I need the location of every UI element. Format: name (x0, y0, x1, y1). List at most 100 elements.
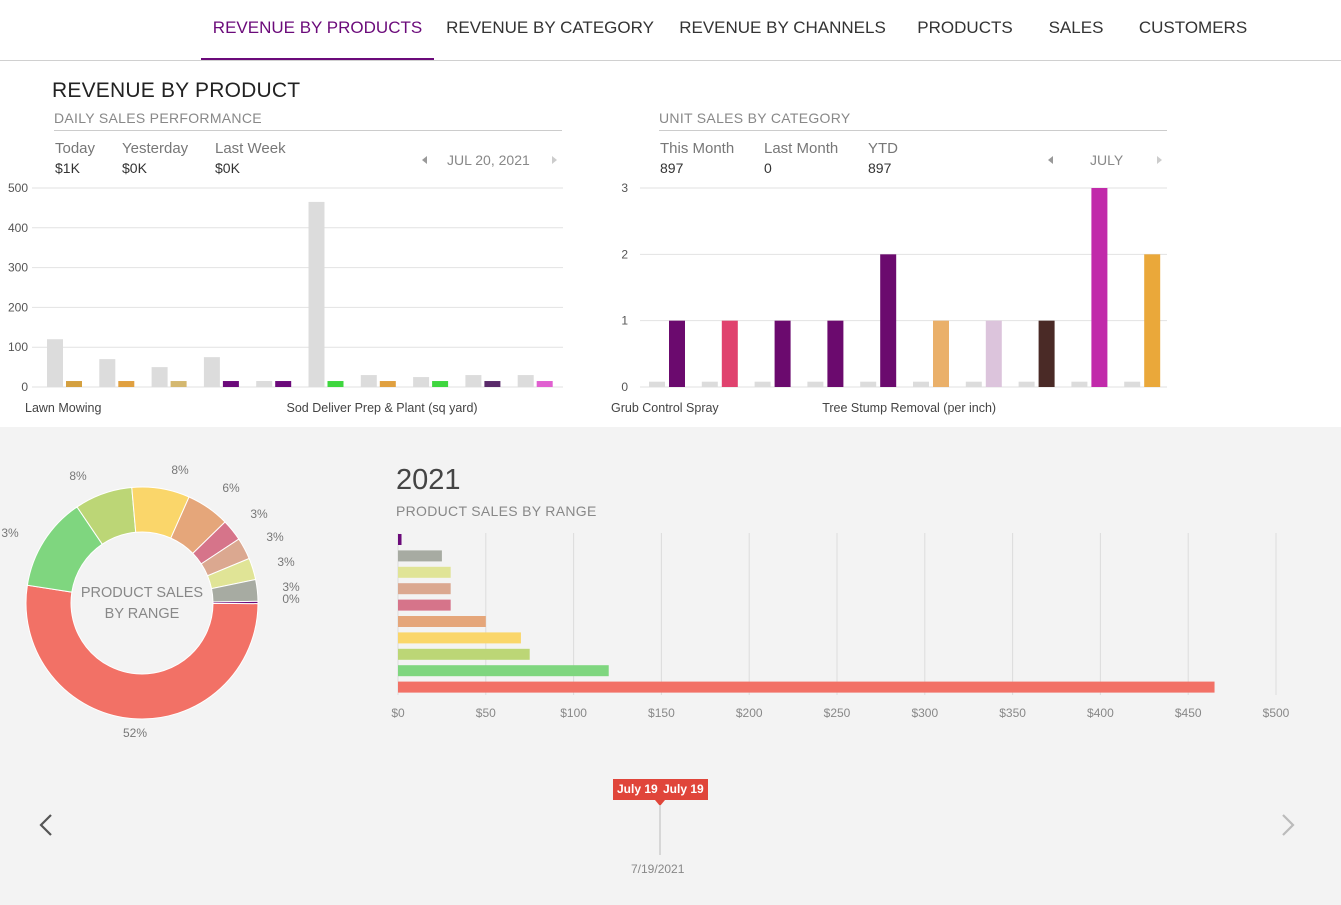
x-axis-label: Tree Stump Removal (per inch) (822, 401, 996, 415)
tab-products[interactable]: PRODUCTS (917, 18, 1013, 37)
unit-sales-subtitle: UNIT SALES BY CATEGORY (659, 110, 851, 126)
slice-label: 0% (282, 592, 300, 606)
slice-label: 8% (69, 469, 87, 483)
bar-previous (754, 381, 771, 387)
prev-day-icon[interactable] (422, 156, 427, 164)
slice-label: 3% (250, 507, 268, 521)
next-month-icon[interactable] (1157, 156, 1162, 164)
bar-previous (413, 377, 430, 387)
stat-today-value: $1K (55, 160, 80, 176)
y-tick-label: 1 (621, 314, 628, 328)
bar-current (484, 381, 501, 387)
range-bar (398, 665, 609, 677)
bar-previous (308, 201, 325, 387)
bar-previous (701, 381, 718, 387)
x-tick-label: $350 (999, 706, 1026, 720)
stat-this-month-value: 897 (660, 160, 684, 176)
month-pager-label: JULY (1090, 152, 1124, 168)
timeline-start-label[interactable]: July 19 (613, 779, 662, 800)
bar-current (432, 381, 449, 387)
prev-period-button[interactable] (36, 812, 56, 843)
bar-current (721, 320, 738, 387)
tab-revenue-by-channels[interactable]: REVENUE BY CHANNELS (679, 18, 886, 37)
range-bar (398, 566, 451, 578)
bar-current (880, 254, 897, 387)
y-tick-label: 200 (8, 300, 28, 314)
prev-month-icon[interactable] (1048, 156, 1053, 164)
bar-current (669, 320, 685, 387)
range-bar (398, 681, 1215, 693)
stat-last-week-label: Last Week (215, 140, 286, 157)
range-bar (398, 599, 451, 611)
bar-previous (151, 367, 168, 387)
bar-previous (913, 381, 929, 387)
tab-sales[interactable]: SALES (1048, 18, 1104, 37)
bar-current (774, 320, 791, 387)
chevron-left-icon (39, 814, 52, 836)
bar-previous (965, 381, 982, 387)
bar-previous (465, 375, 482, 387)
year-title: 2021 (396, 464, 461, 496)
slice-label: 52% (123, 726, 147, 740)
donut-center-label: BY RANGE (105, 606, 180, 622)
donut-slice (212, 600, 259, 605)
range-bar (398, 648, 530, 660)
bar-previous (649, 381, 665, 387)
bar-previous (517, 375, 534, 387)
x-tick-label: $300 (911, 706, 938, 720)
bar-current (1038, 320, 1055, 387)
daily-sales-subtitle: DAILY SALES PERFORMANCE (54, 110, 262, 126)
x-axis-label: Lawn Mowing (25, 401, 101, 415)
bar-current (985, 320, 1002, 387)
unit-sales-chart: 0 1 2 3 Grub Control Spray Tree Stump Removal… (611, 181, 1167, 415)
stat-ytd-label: YTD (868, 140, 898, 157)
slice-label: 3% (282, 580, 300, 594)
stat-yesterday-value: $0K (122, 160, 147, 176)
next-period-button[interactable] (1278, 812, 1298, 843)
x-tick-label: $250 (824, 706, 851, 720)
y-tick-label: 0 (21, 380, 28, 394)
bar-previous (360, 375, 377, 387)
x-tick-label: $0 (391, 706, 405, 720)
next-day-icon[interactable] (552, 156, 557, 164)
range-subtitle: PRODUCT SALES BY RANGE (396, 503, 597, 519)
x-tick-label: $200 (736, 706, 763, 720)
y-tick-label: 0 (621, 380, 628, 394)
top-nav: REVENUE BY PRODUCTS REVENUE BY CATEGORY … (0, 0, 1341, 61)
bar-previous (256, 381, 273, 387)
x-tick-label: $500 (1263, 706, 1290, 720)
x-axis-label: Sod Deliver Prep & Plant (sq yard) (287, 401, 478, 415)
timeline-marker[interactable] (650, 800, 670, 860)
divider (54, 130, 562, 131)
donut-center-label: PRODUCT SALES (81, 585, 203, 601)
y-tick-label: 400 (8, 221, 28, 235)
timeline-end-label[interactable]: July 19 (659, 779, 708, 800)
bar-current (933, 320, 949, 387)
bar-current (66, 381, 82, 387)
slice-label: 8% (171, 463, 189, 477)
range-bar (398, 616, 486, 627)
y-tick-label: 2 (621, 247, 628, 261)
bar-previous (860, 381, 877, 387)
bar-previous (203, 357, 220, 387)
slice-label: 3% (266, 530, 284, 544)
y-tick-label: 100 (8, 340, 28, 354)
page-title: REVENUE BY PRODUCT (52, 79, 301, 102)
range-bar (398, 550, 442, 562)
tab-customers[interactable]: CUSTOMERS (1138, 18, 1248, 37)
tab-revenue-by-category[interactable]: REVENUE BY CATEGORY (446, 18, 654, 37)
y-tick-label: 300 (8, 261, 28, 275)
bar-current (222, 381, 239, 387)
bar-current (275, 381, 292, 387)
tab-revenue-by-products[interactable]: REVENUE BY PRODUCTS (201, 0, 434, 60)
x-tick-label: $50 (476, 706, 496, 720)
bar-current (536, 381, 553, 387)
stat-ytd-value: 897 (868, 160, 892, 176)
slice-label: 6% (222, 481, 240, 495)
y-tick-label: 3 (621, 181, 628, 195)
bar-current (170, 381, 187, 387)
bar-previous (1124, 381, 1141, 387)
stat-today-label: Today (55, 140, 96, 157)
x-tick-label: $450 (1175, 706, 1202, 720)
bar-current (118, 381, 135, 387)
